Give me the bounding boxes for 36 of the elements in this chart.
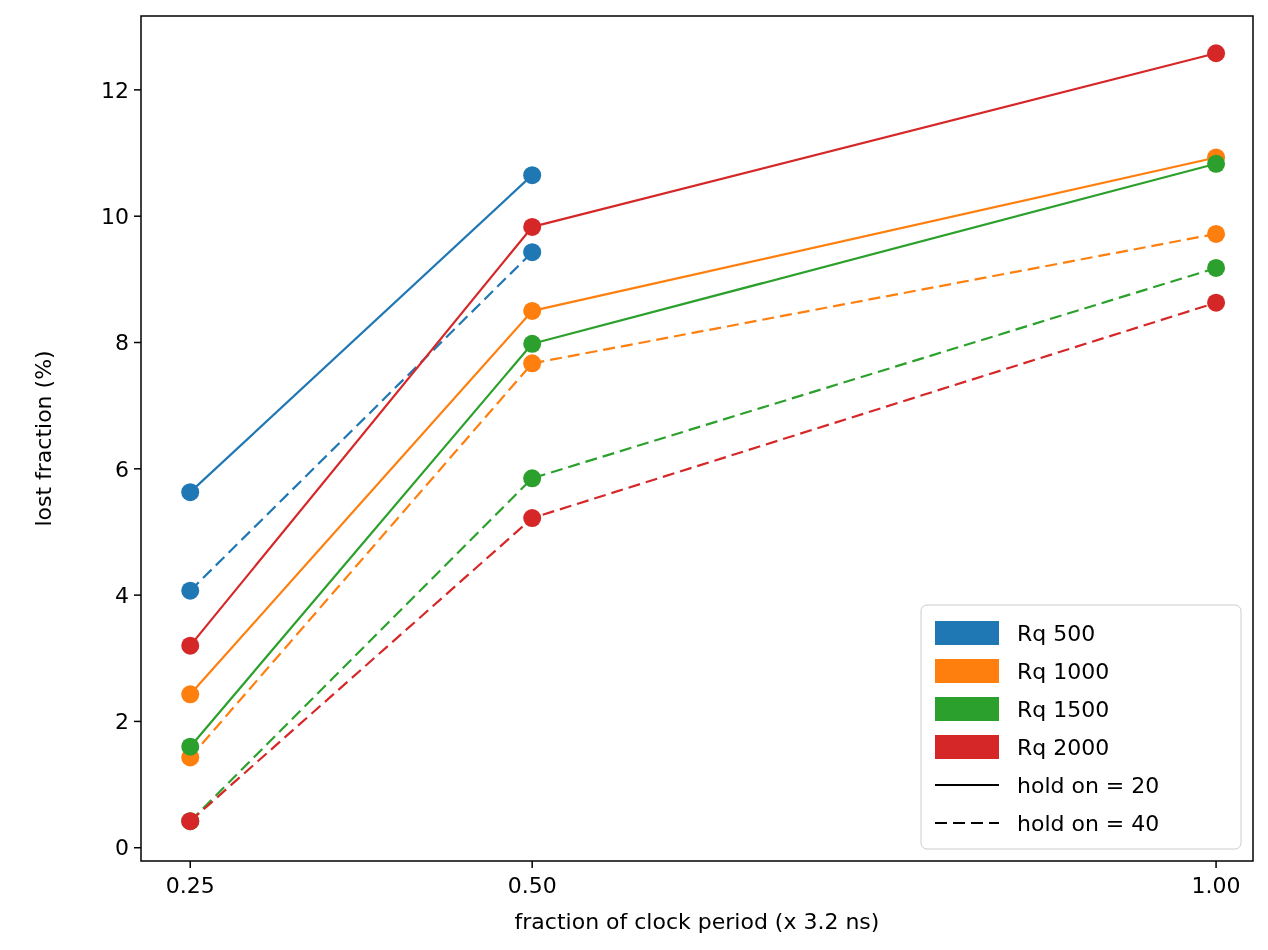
legend-label: Rq 1000 xyxy=(1017,658,1110,684)
y-tick-label: 12 xyxy=(101,77,129,103)
y-tick-label: 0 xyxy=(115,835,129,861)
point xyxy=(1207,258,1226,277)
point xyxy=(181,483,200,502)
x-tick-label: 0.50 xyxy=(507,873,557,898)
point xyxy=(523,334,542,353)
point xyxy=(523,217,542,236)
point xyxy=(523,166,542,185)
point xyxy=(523,354,542,373)
y-tick-label: 8 xyxy=(115,330,129,356)
point xyxy=(181,581,200,600)
point xyxy=(181,636,200,655)
point xyxy=(523,243,542,262)
legend-label: Rq 1500 xyxy=(1017,696,1110,722)
point xyxy=(1207,44,1226,63)
point xyxy=(181,737,200,756)
annotation: hold on = 40 xyxy=(1017,810,1160,836)
y-tick-label: 10 xyxy=(101,203,129,229)
y-axis-title: lost fraction (%) xyxy=(31,350,56,527)
y-tick-label: 6 xyxy=(115,456,129,482)
point xyxy=(523,509,542,528)
point xyxy=(523,469,542,488)
point xyxy=(181,685,200,704)
point xyxy=(523,301,542,320)
point xyxy=(1207,224,1226,243)
annotation: hold on = 20 xyxy=(1017,772,1160,798)
legend-label: Rq 500 xyxy=(1017,620,1096,646)
x-axis-title: fraction of clock period (x 3.2 ns) xyxy=(514,909,880,934)
x-tick-label: 1.00 xyxy=(1191,873,1241,898)
y-tick-label: 4 xyxy=(115,582,129,608)
point xyxy=(1207,154,1226,173)
point xyxy=(1207,293,1226,312)
x-tick-label: 0.25 xyxy=(165,873,215,898)
legend-label: Rq 2000 xyxy=(1017,734,1110,760)
y-tick-label: 2 xyxy=(115,709,129,735)
